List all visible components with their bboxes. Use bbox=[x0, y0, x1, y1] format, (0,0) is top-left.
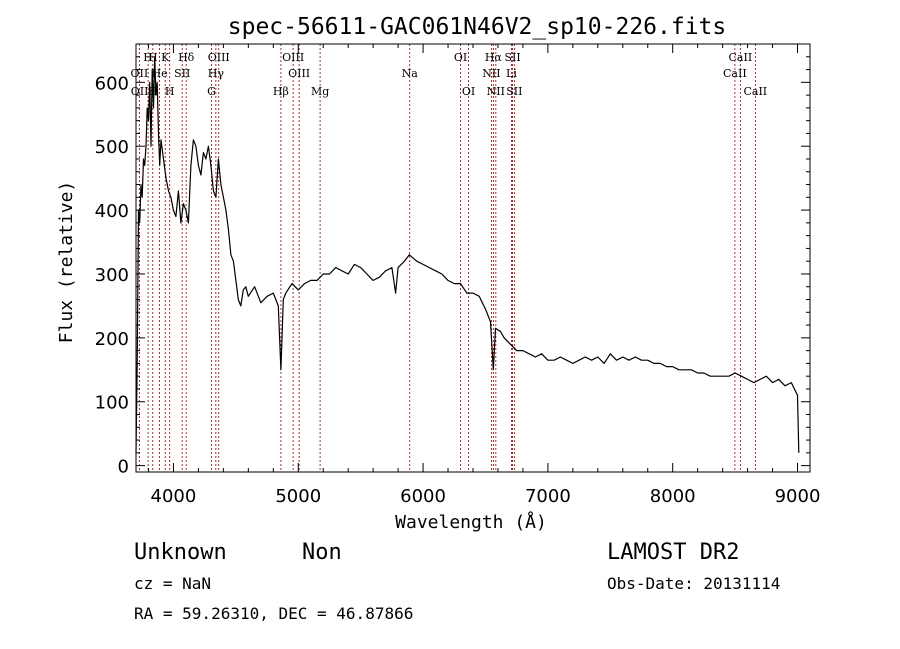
y-tick-label-2: 200 bbox=[95, 329, 129, 350]
y-tick-label-0: 0 bbox=[118, 457, 129, 478]
line-label-17: Li bbox=[506, 67, 517, 80]
line-label-19: OII bbox=[131, 85, 149, 98]
y-tick-label-1: 100 bbox=[95, 393, 129, 414]
line-label-25: OI bbox=[462, 85, 475, 98]
line-label-10: OII bbox=[131, 67, 149, 80]
line-label-22: G bbox=[207, 85, 216, 98]
spectrum-series bbox=[135, 56, 800, 453]
line-label-3: OIII bbox=[208, 51, 230, 64]
subclass-label: Non bbox=[302, 540, 342, 565]
line-label-8: CaII bbox=[729, 51, 753, 64]
line-label-13: Hγ bbox=[208, 67, 225, 80]
chart-title: spec-56611-GAC061N46V2_sp10-226.fits bbox=[228, 14, 727, 40]
x-axis-ticks: 4000 5000 6000 7000 8000 9000 bbox=[147, 44, 821, 507]
line-label-24: Mg bbox=[311, 85, 329, 98]
line-label-4: OIII bbox=[282, 51, 304, 64]
coordinates-label: RA = 59.26310, DEC = 46.87866 bbox=[134, 604, 413, 623]
y-tick-label-3: 300 bbox=[95, 265, 129, 286]
x-tick-label-2: 6000 bbox=[400, 486, 446, 507]
line-label-7: SII bbox=[504, 51, 520, 64]
line-label-9: H bbox=[148, 51, 158, 64]
line-label-18: CaII bbox=[723, 67, 747, 80]
x-tick-label-5: 9000 bbox=[775, 486, 821, 507]
line-label-12: SII bbox=[174, 67, 190, 80]
line-label-27: SII bbox=[506, 85, 522, 98]
survey-label: LAMOST DR2 bbox=[607, 540, 739, 565]
y-axis-label: Flux (relative) bbox=[56, 181, 77, 344]
x-tick-label-4: 8000 bbox=[650, 486, 696, 507]
line-label-1: K bbox=[161, 51, 170, 64]
x-tick-label-3: 7000 bbox=[525, 486, 571, 507]
y-tick-label-5: 500 bbox=[95, 137, 129, 158]
class-label: Unknown bbox=[134, 540, 227, 565]
line-label-5: OI bbox=[454, 51, 467, 64]
y-tick-label-6: 600 bbox=[95, 73, 129, 94]
line-label-0: H bbox=[143, 51, 153, 64]
line-label-16: NII bbox=[482, 67, 500, 80]
line-label-14: OIII bbox=[288, 67, 310, 80]
line-label-15: Na bbox=[402, 67, 419, 80]
x-tick-label-0: 4000 bbox=[151, 486, 197, 507]
line-label-6: Hα bbox=[485, 51, 503, 64]
redshift-label: cz = NaN bbox=[134, 574, 211, 593]
line-label-26: NII bbox=[487, 85, 505, 98]
obs-date-label: Obs-Date: 20131114 bbox=[607, 574, 780, 593]
y-tick-label-4: 400 bbox=[95, 201, 129, 222]
line-label-2: Hδ bbox=[178, 51, 195, 64]
x-tick-label-1: 5000 bbox=[275, 486, 321, 507]
line-label-28: CaII bbox=[743, 85, 767, 98]
x-axis-label: Wavelength (Å) bbox=[395, 511, 547, 533]
line-label-21: H bbox=[165, 85, 175, 98]
plot-frame bbox=[135, 43, 811, 473]
spectrum-line-0 bbox=[135, 56, 800, 453]
line-label-23: Hβ bbox=[273, 85, 289, 98]
y-axis-ticks: 0 100 200 300 400 500 600 bbox=[95, 56, 810, 478]
spectral-line-markers bbox=[138, 44, 756, 472]
